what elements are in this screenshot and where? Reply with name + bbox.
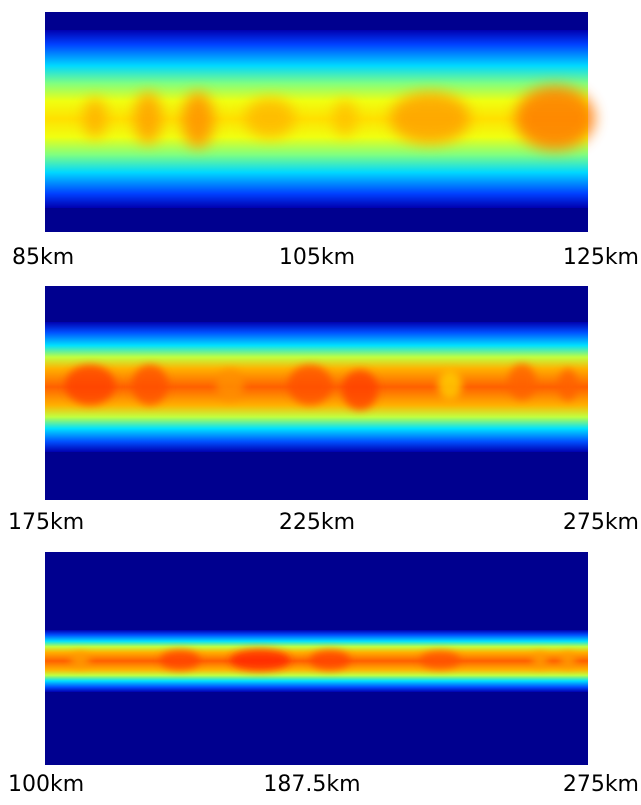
x-label: 187.5km xyxy=(263,772,360,797)
x-label: 225km xyxy=(279,510,355,535)
heatmap-panel xyxy=(45,12,595,232)
x-label: 100km xyxy=(8,772,84,797)
heatmap-panel xyxy=(45,286,588,500)
x-label: 85km xyxy=(12,245,74,270)
x-label: 125km xyxy=(563,245,639,270)
x-label: 175km xyxy=(8,510,84,535)
x-label: 105km xyxy=(279,245,355,270)
x-label: 275km xyxy=(563,510,639,535)
x-label: 275km xyxy=(563,772,639,797)
heatmap-panel xyxy=(45,552,588,765)
